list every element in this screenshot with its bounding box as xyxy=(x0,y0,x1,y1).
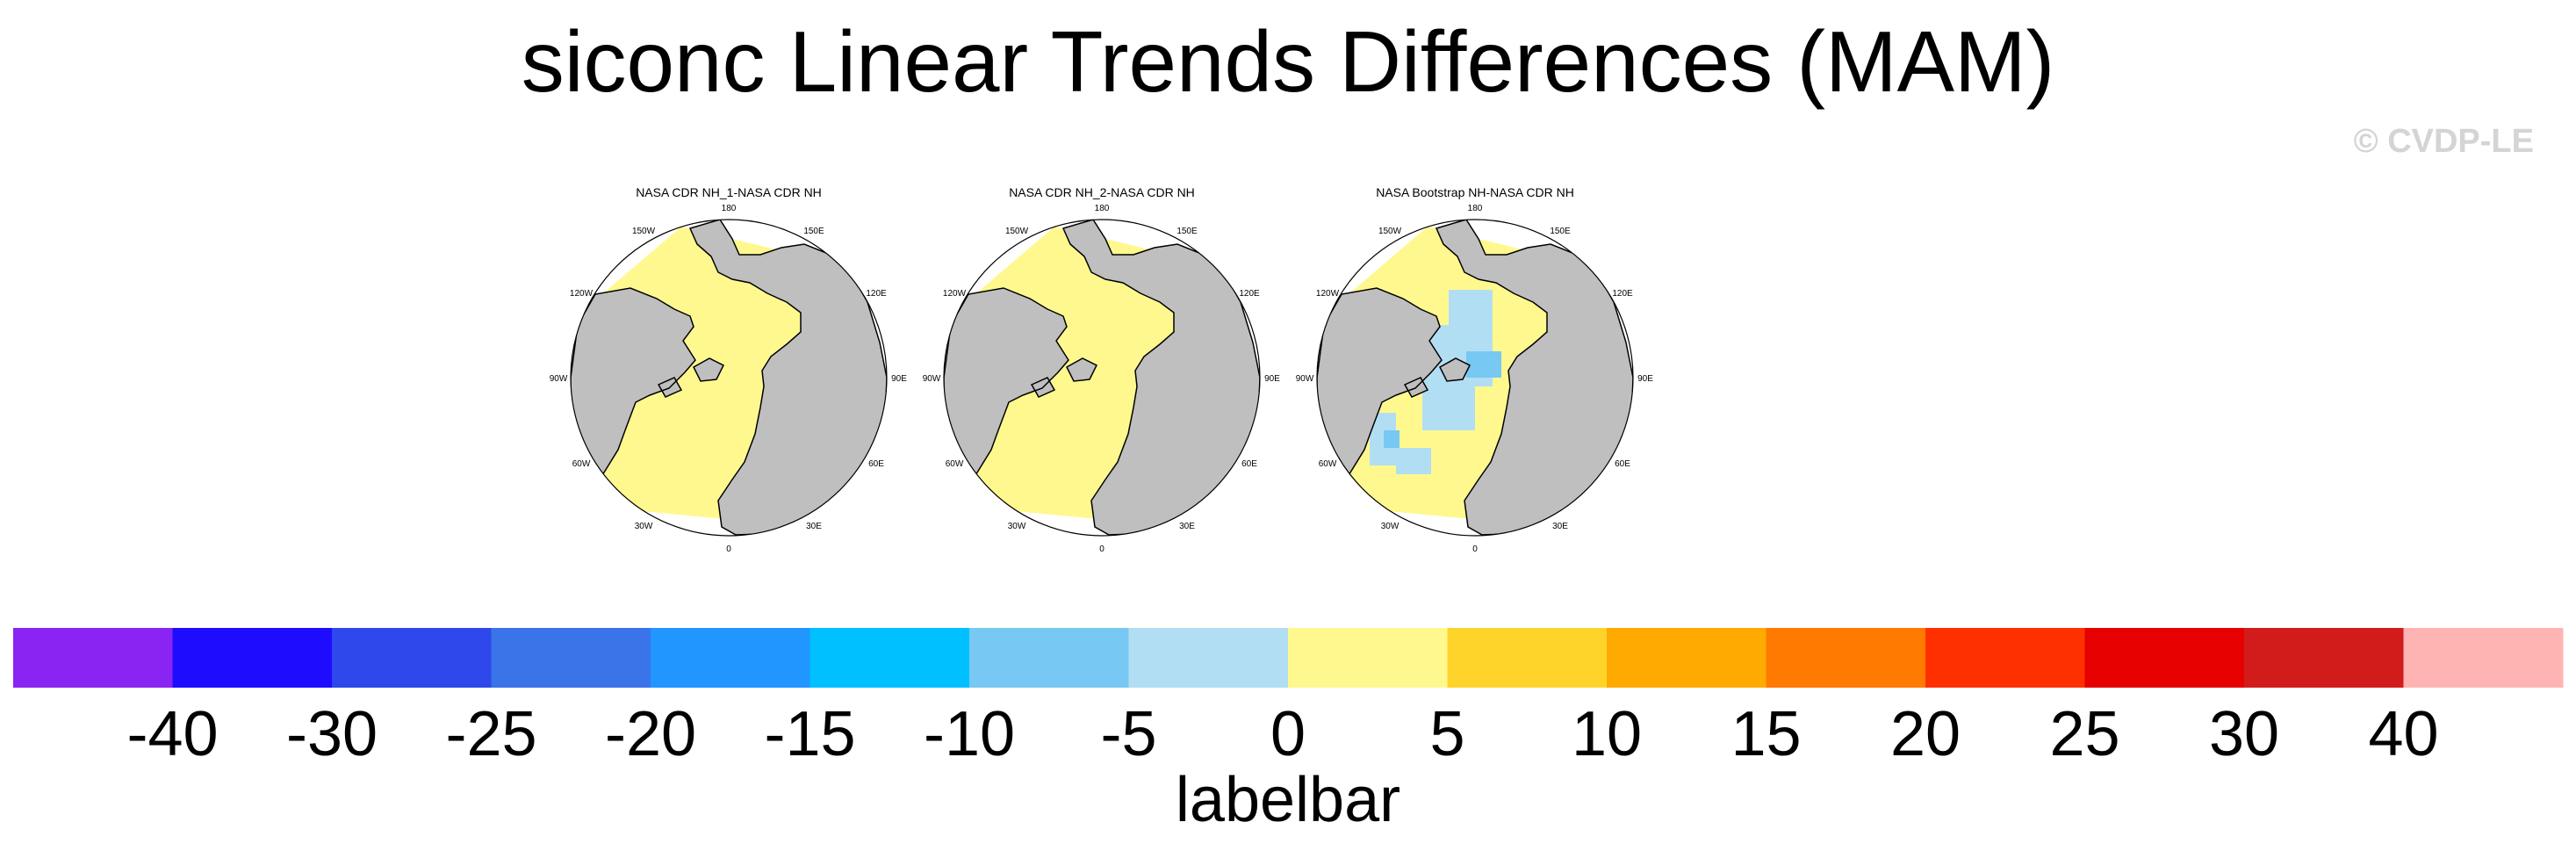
lon-label: 180 xyxy=(1095,204,1110,213)
lon-label: 150W xyxy=(632,227,656,236)
anomaly-patch xyxy=(1384,430,1400,448)
anomaly-patch xyxy=(1466,351,1501,378)
lon-label: 60E xyxy=(868,459,884,469)
colorbar-tick-label: -20 xyxy=(605,699,696,769)
colorbar-box xyxy=(13,628,173,688)
anomaly-patch xyxy=(1422,386,1475,430)
panel-title: NASA CDR NH_1-NASA CDR NH xyxy=(636,185,822,199)
lon-label: 150E xyxy=(1176,227,1198,236)
lon-label: 30E xyxy=(1179,522,1195,531)
land-mask xyxy=(1317,220,1633,536)
colorbar-box xyxy=(1128,628,1289,688)
lon-label: 90W xyxy=(1296,374,1314,384)
colorbar-box xyxy=(809,628,970,688)
colorbar-tick-label: 10 xyxy=(1572,699,1642,769)
panel-title: NASA Bootstrap NH-NASA CDR NH xyxy=(1376,185,1574,199)
anomaly-patch xyxy=(1396,448,1431,474)
lon-label: 120E xyxy=(1239,289,1260,299)
colorbar-box xyxy=(2084,628,2245,688)
chart-title: siconc Linear Trends Differences (MAM) xyxy=(521,13,2055,110)
map-border xyxy=(943,219,1261,537)
lon-label: 120E xyxy=(1612,289,1633,299)
map-panel-2: NASA CDR NH_2-NASA CDR NH 180 150E 120E 90E 6… xyxy=(923,185,1281,554)
colorbar-box xyxy=(1925,628,2085,688)
lon-label: 60W xyxy=(572,459,591,469)
lon-label: 90W xyxy=(923,374,941,384)
map-panel-1: NASA CDR NH_1-NASA CDR NH 180 150E 120E 90E 6… xyxy=(550,185,908,554)
lon-label: 30E xyxy=(1552,522,1568,531)
lon-label: 120W xyxy=(943,289,967,299)
map-border xyxy=(1316,219,1634,537)
colorbar-tick-label: 5 xyxy=(1429,699,1464,769)
land-mask xyxy=(944,220,1260,536)
colorbar-box xyxy=(172,628,333,688)
map-border xyxy=(570,219,888,537)
lon-label: 0 xyxy=(1099,544,1105,554)
colorbar-tick-label: 15 xyxy=(1731,699,1801,769)
lon-label: 150E xyxy=(803,227,824,236)
colorbar-box xyxy=(651,628,810,688)
colorbar-tick-label: -15 xyxy=(764,699,855,769)
colorbar-box xyxy=(2244,628,2404,688)
lon-label: 60E xyxy=(1615,459,1630,469)
lon-label: 150E xyxy=(1550,227,1571,236)
colorbar-box xyxy=(2403,628,2564,688)
colorbar-tick-label: 30 xyxy=(2209,699,2279,769)
colorbar-box xyxy=(332,628,492,688)
colorbar-tick-label: -30 xyxy=(286,699,378,769)
anomaly-patch xyxy=(1449,290,1493,325)
colorbar-box xyxy=(1288,628,1448,688)
colorbar-tick-label: 25 xyxy=(2049,699,2119,769)
lon-label: 90E xyxy=(891,374,907,384)
colorbar-box xyxy=(969,628,1129,688)
colorbar-tick-label: -25 xyxy=(445,699,536,769)
lon-label: 60E xyxy=(1241,459,1257,469)
lon-label: 30W xyxy=(1381,522,1400,531)
lon-label: 120W xyxy=(570,289,594,299)
colorbar-tick-label: -10 xyxy=(924,699,1015,769)
lon-label: 90W xyxy=(550,374,568,384)
colorbar-box xyxy=(491,628,651,688)
lon-label: 150W xyxy=(1005,227,1029,236)
colorbar: -40 -30 -25 -20 -15 -10 -5 0 5 10 15 20 25 30 40 labelb… xyxy=(13,628,2564,835)
lon-label: 30W xyxy=(1008,522,1026,531)
colorbar-tick-label: -40 xyxy=(126,699,218,769)
lon-label: 0 xyxy=(1472,544,1478,554)
lon-label: 120E xyxy=(866,289,887,299)
lon-label: 90E xyxy=(1637,374,1653,384)
lon-label: 60W xyxy=(1319,459,1337,469)
lon-label: 60W xyxy=(946,459,964,469)
lon-label: 30E xyxy=(806,522,822,531)
colorbar-box xyxy=(1766,628,1926,688)
lon-label: 180 xyxy=(722,204,737,213)
panel-title: NASA CDR NH_2-NASA CDR NH xyxy=(1009,185,1195,199)
colorbar-tick-label: 0 xyxy=(1270,699,1306,769)
colorbar-box xyxy=(1607,628,1767,688)
colorbar-tick-label: 20 xyxy=(1890,699,1961,769)
colorbar-box xyxy=(1447,628,1608,688)
colorbar-tick-label: 40 xyxy=(2368,699,2438,769)
lon-label: 90E xyxy=(1264,374,1280,384)
map-panel-3: NASA Bootstrap NH-NASA CDR NH 180 150E 120E… xyxy=(1296,185,1654,554)
watermark: © CVDP-LE xyxy=(2353,123,2534,160)
lon-label: 120W xyxy=(1316,289,1340,299)
lon-label: 0 xyxy=(726,544,731,554)
lon-label: 30W xyxy=(635,522,653,531)
colorbar-tick-label: -5 xyxy=(1100,699,1156,769)
lon-label: 150W xyxy=(1378,227,1402,236)
colorbar-label: labelbar xyxy=(1176,765,1400,835)
lon-label: 180 xyxy=(1468,204,1483,213)
land-mask xyxy=(571,220,887,536)
